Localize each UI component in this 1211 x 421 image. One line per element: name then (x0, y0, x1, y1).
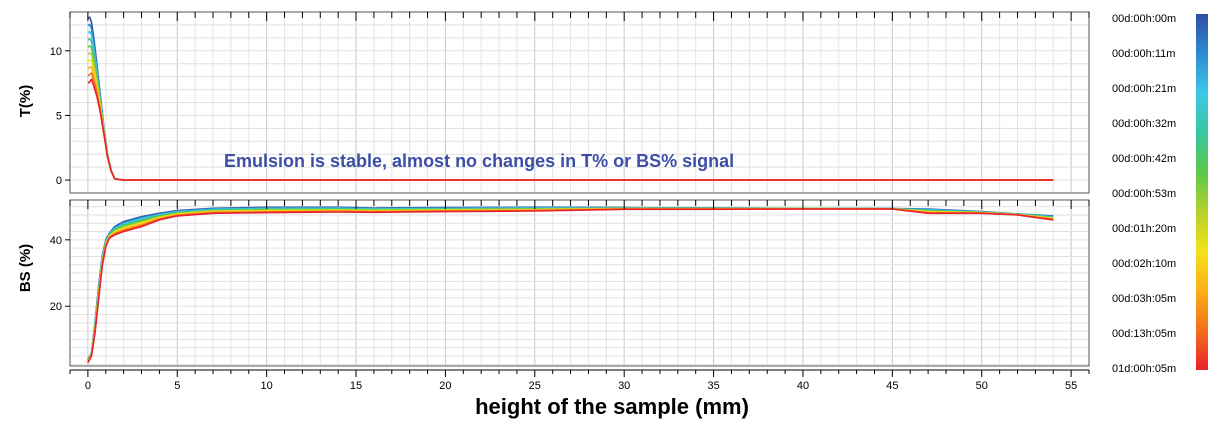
x-tick-label: 25 (529, 380, 541, 392)
legend-label: 00d:00h:32m (1112, 118, 1176, 130)
plot-frames (69, 11, 1090, 367)
legend-label: 00d:00h:21m (1112, 83, 1176, 95)
x-tick-label: 50 (976, 380, 988, 392)
y-tick-label: 5 (56, 110, 62, 122)
series-line (87, 78, 1054, 181)
axes: 0 5 10 20 40 0 5 10 15 20 25 30 35 40 45 50 55 (50, 12, 1090, 392)
x-tick-label: 55 (1065, 380, 1077, 392)
legend-label: 00d:02h:10m (1112, 258, 1176, 270)
plot-frame (69, 199, 1090, 367)
series-line (87, 208, 1054, 364)
x-tick-label: 35 (707, 380, 719, 392)
time-legend: 00d:00h:00m 00d:00h:11m 00d:00h:21m 00d:00h… (1112, 13, 1208, 375)
legend-label: 00d:00h:11m (1112, 48, 1175, 60)
legend-label: 00d:03h:05m (1112, 293, 1176, 305)
x-tick-label: 20 (439, 380, 451, 392)
colorbar (1196, 14, 1208, 370)
bs-axis-label: BS (%) (17, 244, 34, 292)
grid (69, 11, 1090, 366)
x-tick-label: 30 (618, 380, 630, 392)
legend-label: 00d:00h:00m (1112, 13, 1176, 25)
t-axis-label: T(%) (17, 85, 34, 118)
y-tick-label: 40 (50, 235, 62, 247)
x-tick-label: 5 (174, 380, 180, 392)
legend-label: 01d:00h:05m (1112, 363, 1176, 375)
x-tick-label: 40 (797, 380, 809, 392)
x-tick-label: 10 (261, 380, 273, 392)
legend-label: 00d:13h:05m (1112, 328, 1176, 340)
x-tick-label: 45 (886, 380, 898, 392)
chart-annotation: Emulsion is stable, almost no changes in… (224, 151, 734, 171)
legend-label: 00d:00h:53m (1112, 188, 1176, 200)
y-tick-label: 10 (50, 46, 62, 58)
y-tick-label: 20 (50, 301, 62, 313)
x-tick-label: 15 (350, 380, 362, 392)
legend-label: 00d:01h:20m (1112, 223, 1176, 235)
legend-label: 00d:00h:42m (1112, 153, 1176, 165)
y-tick-label: 0 (56, 175, 62, 187)
x-axis-label: height of the sample (mm) (475, 394, 749, 419)
plot-frame (69, 11, 1090, 194)
x-tick-label: 0 (85, 380, 91, 392)
